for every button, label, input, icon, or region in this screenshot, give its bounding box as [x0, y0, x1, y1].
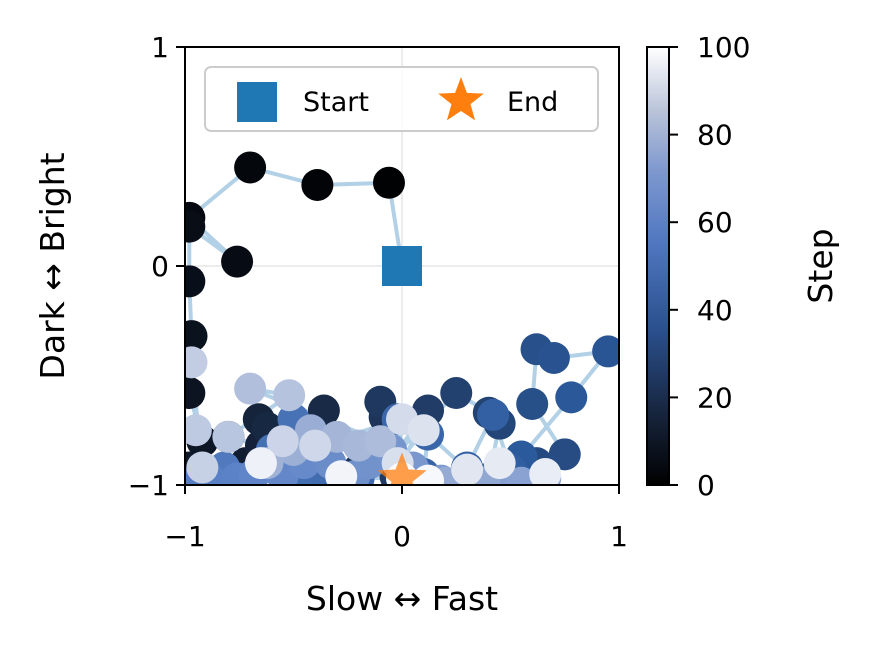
- trajectory-points: [185, 151, 619, 485]
- colorbar-tick-label: 100: [697, 31, 750, 64]
- colorbar: 0 20 40 60 80 100 Step: [646, 31, 840, 502]
- x-axis-label: Slow ↔ Fast: [306, 579, 498, 618]
- trajectory-point: [234, 151, 267, 184]
- trajectory-point: [548, 438, 581, 471]
- trajectory-point: [516, 387, 549, 420]
- colorbar-label: Step: [801, 228, 840, 303]
- trajectory-point: [325, 460, 358, 485]
- trajectory-point: [244, 447, 277, 480]
- trajectory-point: [505, 466, 538, 485]
- colorbar-ticks: 0 20 40 60 80 100: [669, 31, 750, 502]
- trajectory-point: [592, 335, 619, 368]
- y-tick-label: 1: [151, 31, 169, 64]
- trajectory-point: [451, 453, 484, 485]
- trajectory-point: [477, 398, 510, 431]
- legend: Start End: [204, 66, 599, 132]
- start-marker: [382, 246, 422, 286]
- trajectory-point: [372, 166, 405, 199]
- y-axis-label: Dark ↔ Bright: [33, 152, 72, 379]
- colorbar-gradient: [646, 46, 670, 486]
- x-tick-label: 1: [610, 520, 628, 553]
- trajectory-point: [407, 414, 440, 447]
- trajectory-point: [529, 458, 562, 485]
- trajectory-point: [185, 346, 208, 379]
- trajectory-point: [221, 245, 254, 278]
- trajectory-point: [483, 447, 516, 480]
- colorbar-tick-label: 60: [697, 206, 733, 239]
- trajectory-point: [185, 210, 206, 243]
- colorbar-tick-label: 40: [697, 294, 733, 327]
- start-end-markers: [377, 246, 427, 485]
- trajectory-point: [185, 377, 206, 410]
- colorbar-tick-label: 80: [697, 119, 733, 152]
- x-tick-label: 0: [393, 520, 411, 553]
- colorbar-tick-label: 0: [697, 469, 715, 502]
- x-tick-label: −1: [164, 520, 205, 553]
- legend-box: [204, 66, 599, 132]
- legend-end-star-icon: [438, 77, 484, 121]
- y-tick-label: −1: [128, 469, 169, 502]
- trajectory-point: [555, 381, 588, 414]
- y-tick-label: 0: [151, 250, 169, 283]
- legend-end-label: End: [507, 87, 558, 118]
- trajectory-point: [299, 429, 332, 462]
- axis-ticks: −1 0 1 −1 0 1: [128, 31, 628, 553]
- trajectory-point: [186, 451, 219, 484]
- legend-start-square-icon: [237, 82, 277, 122]
- trajectory-point: [185, 265, 206, 298]
- colorbar-tick-label: 20: [697, 381, 733, 414]
- end-marker: [377, 452, 427, 485]
- trajectory-point: [537, 341, 570, 374]
- trajectory-point: [266, 425, 299, 458]
- trajectory-point: [185, 320, 208, 353]
- data-layer: [185, 151, 619, 485]
- trajectory-point: [364, 425, 397, 458]
- trajectory-point: [301, 168, 334, 201]
- trajectory-point: [234, 372, 267, 405]
- trajectory-point: [412, 464, 445, 485]
- trajectory-point: [273, 379, 306, 412]
- legend-start-label: Start: [303, 87, 369, 118]
- trajectory-point: [185, 414, 212, 447]
- trajectory-point: [440, 377, 473, 410]
- trajectory-point: [212, 420, 245, 453]
